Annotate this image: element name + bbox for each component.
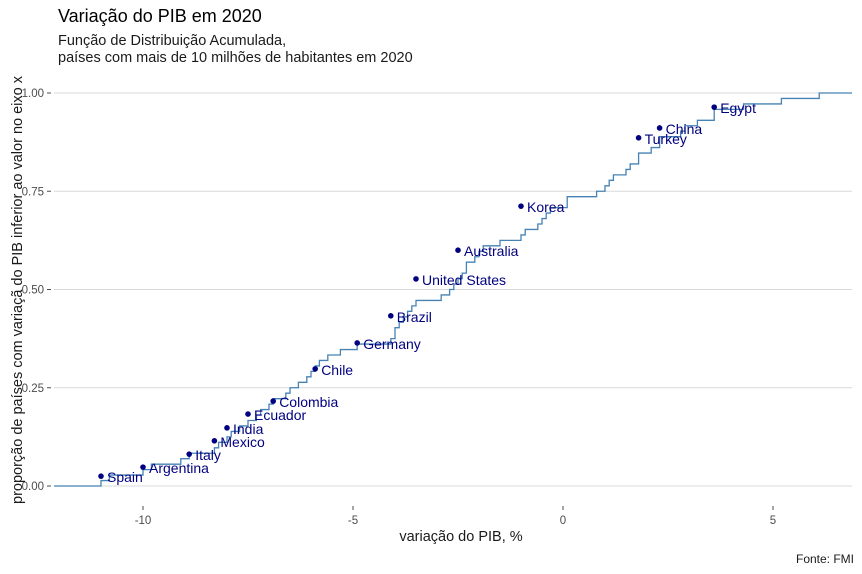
y-tick-label: 0.50 [22,285,44,297]
point-label: China [666,121,703,137]
ecdf-step-line [54,92,852,487]
data-point [98,473,104,479]
data-point [312,366,319,372]
x-tick-label: 0 [560,515,566,527]
point-label: United States [422,272,506,288]
point-label: Turkey [645,131,687,147]
data-point [635,135,642,141]
data-point [455,247,461,253]
data-point [211,438,218,444]
chart-subtitle-line-1: Função de Distribuição Acumulada, [58,33,287,49]
point-label: India [233,421,264,437]
chart-title: Variação do PIB em 2020 [58,6,262,26]
point-label: Argentina [149,460,209,476]
data-point [354,340,361,346]
data-point [518,203,524,209]
point-label: Egypt [720,100,756,116]
data-point [140,464,146,470]
x-axis-ticks: -10 -5 0 5 [135,506,776,527]
point-label: Mexico [220,434,265,450]
point-label: Brazil [397,309,432,325]
data-point [711,104,717,110]
x-tick-label: -10 [135,515,152,527]
y-tick-label: 0.25 [22,383,44,395]
point-label: Korea [527,199,565,215]
data-point [224,425,230,431]
source-caption: Fonte: FMI [795,552,854,566]
chart-subtitle-line-2: países com mais de 10 milhões de habitan… [58,50,413,66]
y-axis-label: proporção de países com variaçã do PIB i… [10,76,26,504]
y-tick-label: 1.00 [22,88,44,100]
y-tick-label: 0.00 [22,481,44,493]
data-point [388,313,394,319]
x-tick-label: -5 [348,515,358,527]
point-label: Ecuador [254,407,306,423]
data-point [413,276,419,282]
x-tick-label: 5 [770,515,776,527]
gridlines [54,92,852,487]
data-point [270,398,277,404]
point-label: Spain [107,469,143,485]
y-axis-ticks: 0.00 0.25 0.50 0.75 1.00 [22,88,51,493]
point-label: Colombia [279,394,338,410]
x-axis-label: variação do PIB, % [399,529,523,545]
point-label: Germany [363,336,421,352]
data-point [186,451,192,457]
labeled-points: Spain ArgentinaItalyMexicoIndiaEcuadorCol… [98,100,756,485]
point-label: Chile [321,362,353,378]
point-label: Australia [464,243,519,259]
point-label: Italy [195,447,221,463]
y-tick-label: 0.75 [22,186,44,198]
data-point [245,411,251,417]
data-point [656,125,663,131]
